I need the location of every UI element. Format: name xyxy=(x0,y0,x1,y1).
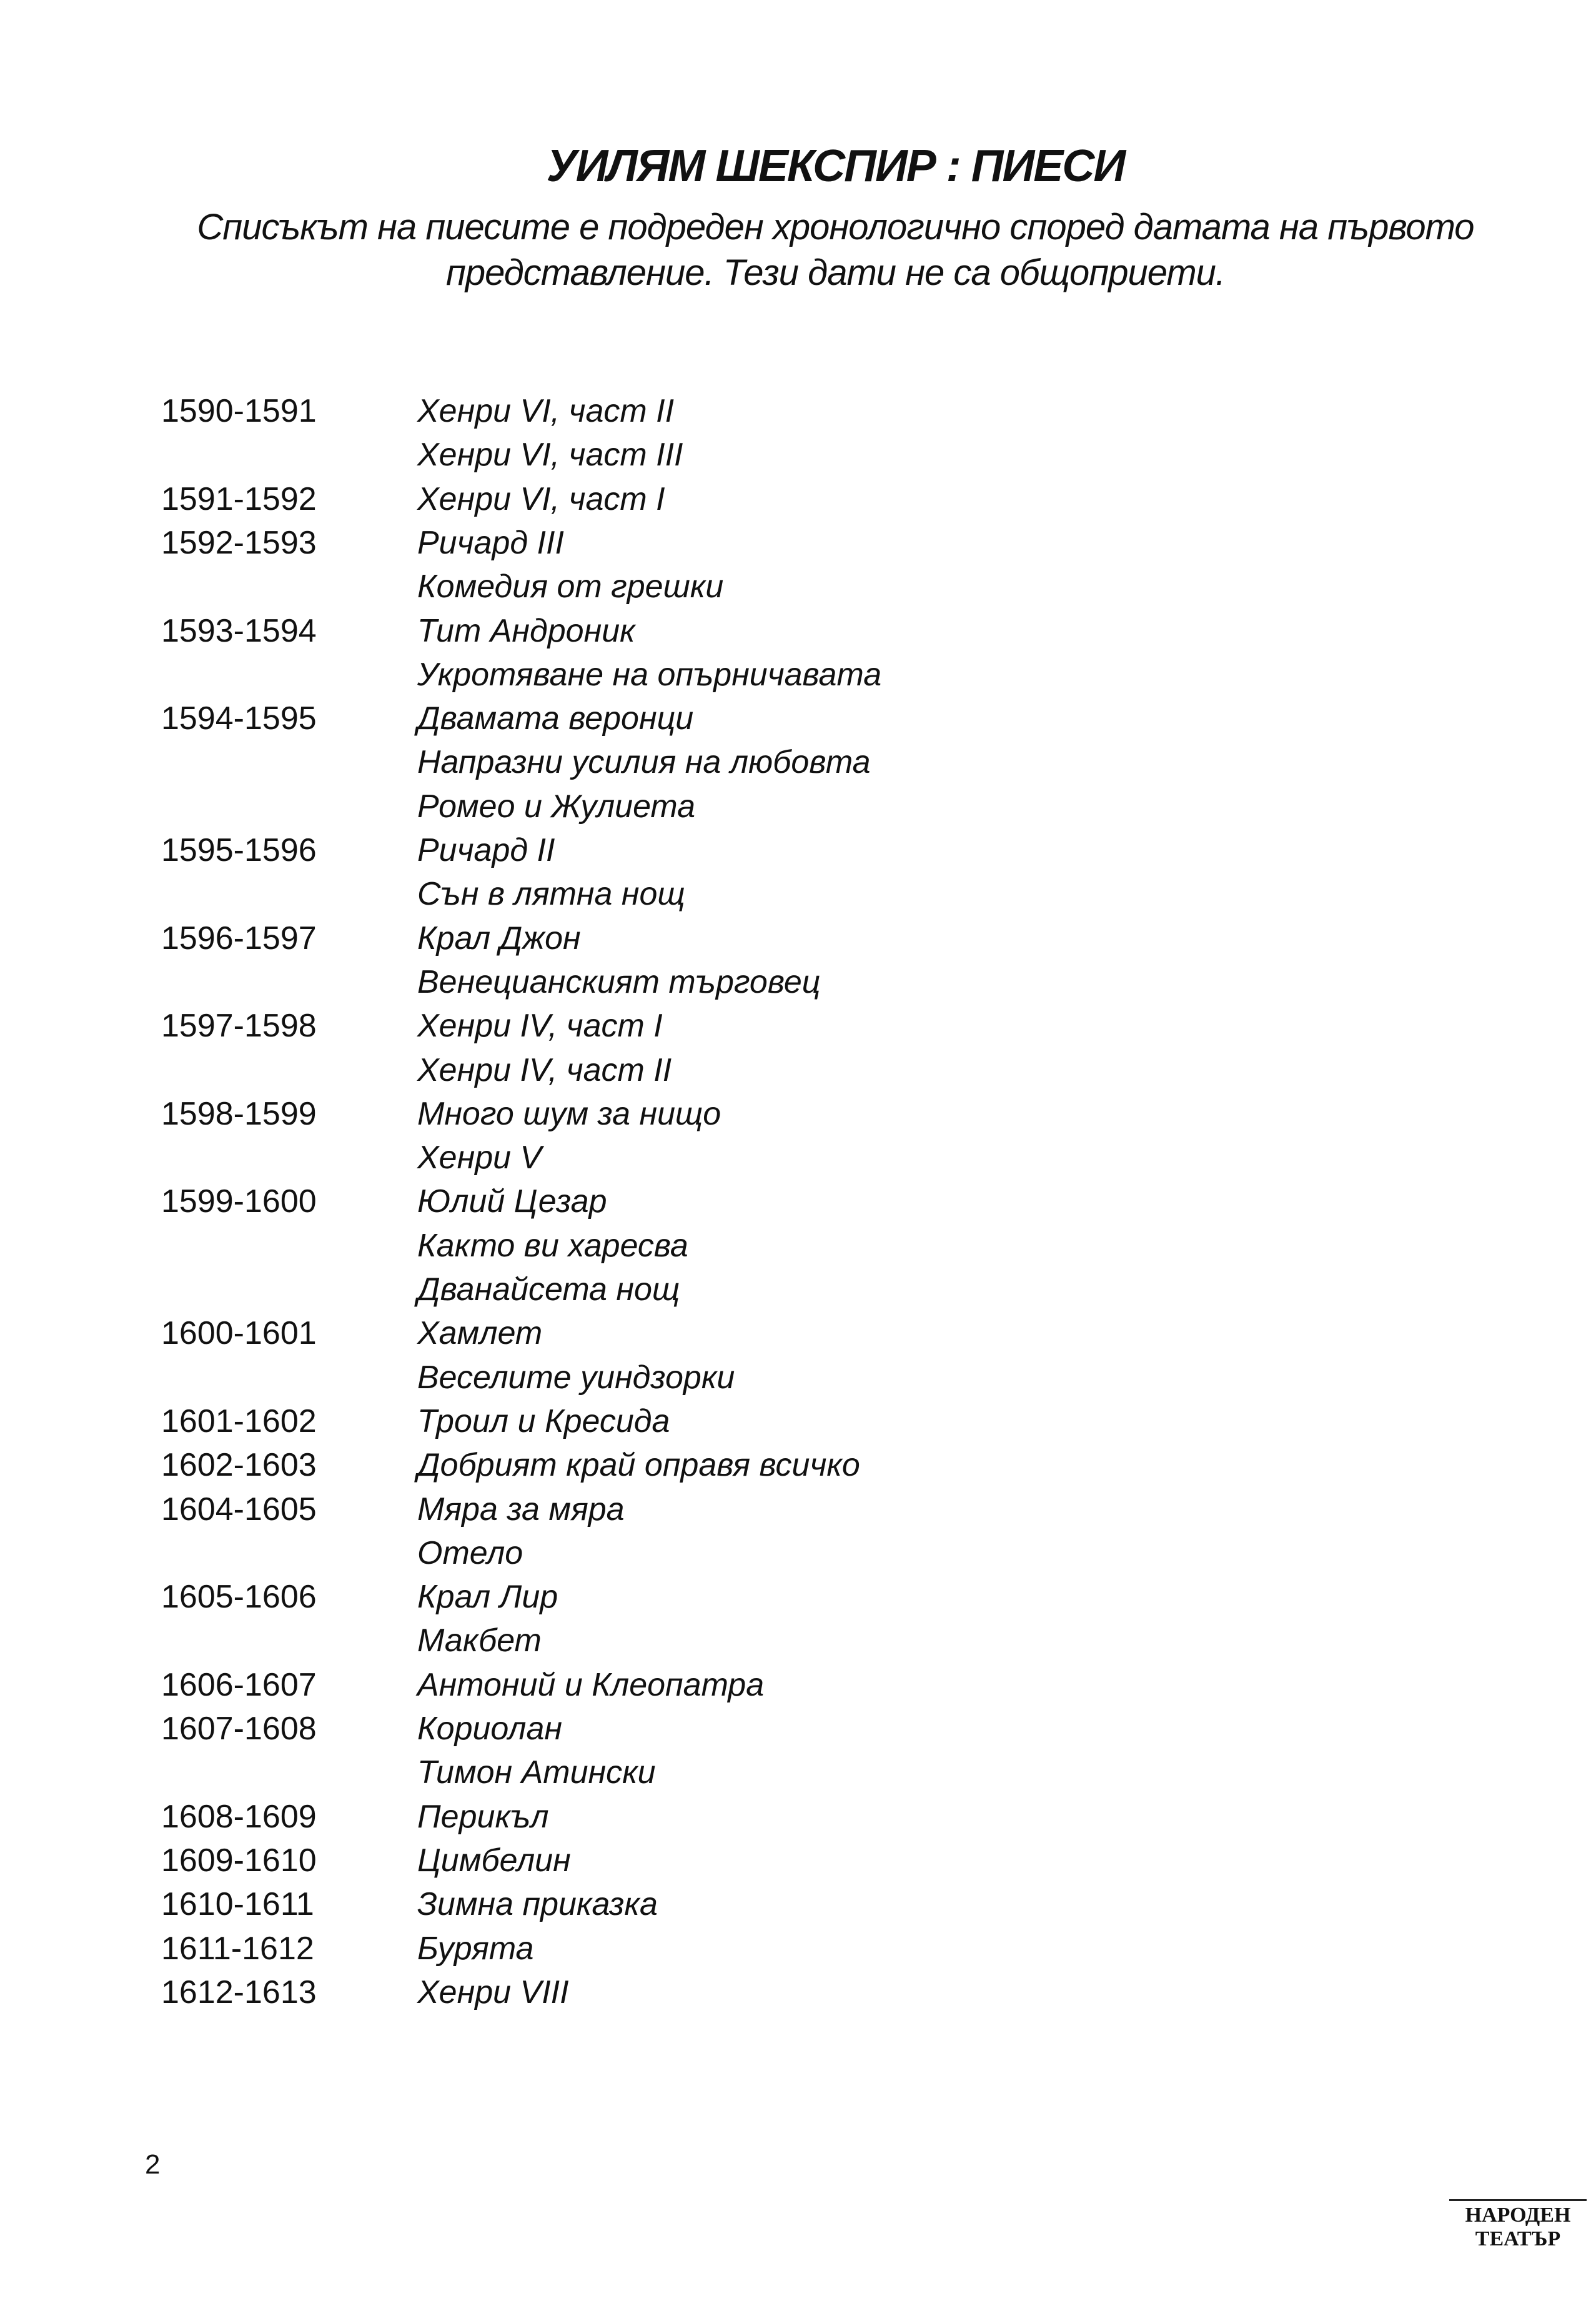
date: 1592-1593 xyxy=(161,524,317,561)
play-title: Хенри V xyxy=(417,1140,542,1176)
date: 1591-1592 xyxy=(161,480,317,517)
play-title: Юлий Цезар xyxy=(417,1183,607,1220)
subtitle-line: Списъкът на пиесите е подреден хронологи… xyxy=(197,207,1474,247)
play-title: Както ви харесва xyxy=(417,1227,688,1264)
play-title: Бурята xyxy=(417,1930,534,1967)
play-title: Напразни усилия на любовта xyxy=(417,744,871,781)
play-title: Хенри VI, част III xyxy=(417,437,683,474)
play-title: Троил и Кресида xyxy=(417,1403,670,1439)
play-title: Макбет xyxy=(417,1623,542,1659)
play-title: Крал Лир xyxy=(417,1579,558,1616)
play-title: Перикъл xyxy=(417,1798,549,1835)
play-title: Цимбелин xyxy=(417,1842,571,1879)
date: 1611-1612 xyxy=(161,1930,314,1967)
play-title: Двамата веронци xyxy=(417,700,694,737)
play-title: Хенри VI, част I xyxy=(417,480,665,517)
logo-line: НАРОДЕН xyxy=(1465,2204,1571,2227)
play-title: Отело xyxy=(417,1534,523,1571)
play-title: Укротяване на опърничавата xyxy=(417,656,882,693)
play-title: Венецианският търговец xyxy=(417,963,821,1000)
play-title: Ромео и Жулиета xyxy=(417,788,696,825)
date: 1599-1600 xyxy=(161,1183,317,1220)
date: 1598-1599 xyxy=(161,1095,317,1132)
subtitle-line: представление. Тези дати не са общоприет… xyxy=(445,252,1226,293)
play-title: Антоний и Клеопатра xyxy=(417,1666,765,1703)
date: 1601-1602 xyxy=(161,1403,317,1439)
date: 1610-1611 xyxy=(161,1886,314,1923)
play-title: Хенри IV, част II xyxy=(417,1051,672,1088)
play-title: Зимна приказка xyxy=(417,1886,658,1923)
play-title: Хенри IV, част I xyxy=(417,1008,663,1045)
play-title: Добрият край оправя всичко xyxy=(417,1447,860,1484)
date: 1595-1596 xyxy=(161,832,317,868)
play-title: Кориолан xyxy=(417,1711,563,1747)
page-number: 2 xyxy=(145,2149,161,2180)
date: 1605-1606 xyxy=(161,1579,317,1616)
logo: НАРОДЕН ТЕАТЪР xyxy=(1449,2199,1587,2251)
play-title: Комедия от грешки xyxy=(417,569,724,605)
play-title: Сън в лятна нощ xyxy=(417,876,685,913)
play-title: Тит Андроник xyxy=(417,612,635,649)
date: 1608-1609 xyxy=(161,1798,317,1835)
play-title: Дванайсета нощ xyxy=(417,1271,680,1308)
date: 1597-1598 xyxy=(161,1008,317,1045)
logo-line: ТЕАТЪР xyxy=(1475,2227,1561,2250)
play-title: Хенри VI, част II xyxy=(417,393,675,429)
play-title: Веселите уиндзорки xyxy=(417,1359,735,1396)
date: 1604-1605 xyxy=(161,1491,317,1528)
play-title: Ричард III xyxy=(417,524,564,561)
date: 1600-1601 xyxy=(161,1315,317,1352)
play-title: Мяра за мяра xyxy=(417,1491,625,1528)
date: 1606-1607 xyxy=(161,1666,317,1703)
date: 1607-1608 xyxy=(161,1711,317,1747)
date: 1594-1595 xyxy=(161,700,317,737)
play-title: Тимон Атински xyxy=(417,1754,656,1791)
date: 1596-1597 xyxy=(161,920,317,957)
date: 1590-1591 xyxy=(161,393,317,429)
date: 1612-1613 xyxy=(161,1974,317,2010)
date: 1602-1603 xyxy=(161,1447,317,1484)
play-title: Крал Джон xyxy=(417,920,581,957)
play-title: Хамлет xyxy=(417,1315,543,1352)
date: 1593-1594 xyxy=(161,612,317,649)
play-title: Хенри VIII xyxy=(417,1974,569,2010)
title: УИЛЯМ ШЕКСПИР : ПИЕСИ xyxy=(546,141,1126,191)
play-title: Много шум за нищо xyxy=(417,1095,721,1132)
play-title: Ричард II xyxy=(417,832,555,868)
date: 1609-1610 xyxy=(161,1842,317,1879)
